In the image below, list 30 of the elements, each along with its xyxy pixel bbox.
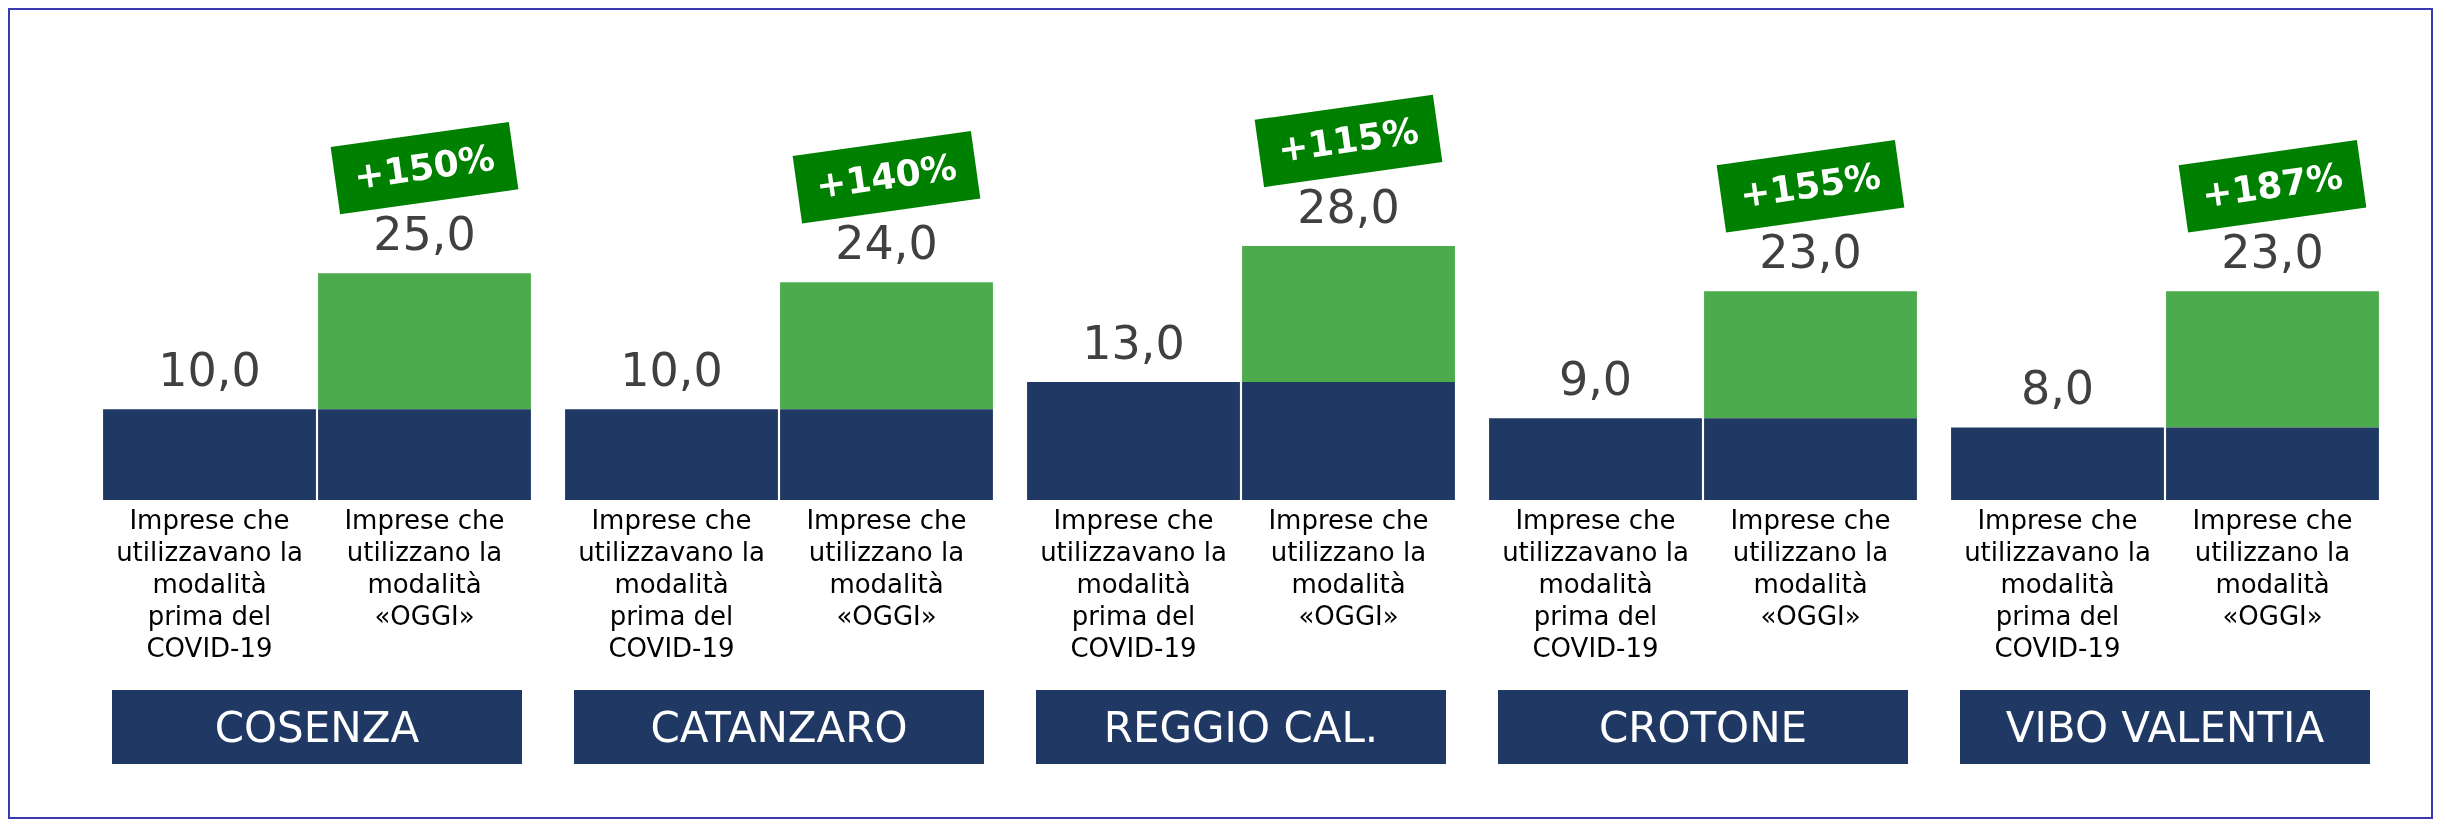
x-tick-label: Imprese che utilizzano la modalità «OGGI» — [1267, 504, 1430, 633]
data-label: 13,0 — [1082, 316, 1185, 370]
text: VIBO VALENTIA — [1960, 690, 2370, 764]
text: REGGIO CAL. — [1036, 690, 1446, 764]
text: +150% — [351, 136, 498, 198]
x-tick-label: Imprese che utilizzano la modalità «OGGI» — [805, 504, 968, 633]
total-label: 24,0 — [835, 216, 938, 271]
data-label: 9,0 — [1558, 352, 1633, 407]
text: +140% — [813, 145, 960, 207]
x-tick-label: Imprese che utilizzavano la modalità prima del COVID-19 — [1963, 504, 2152, 664]
total-label: 25,0 — [373, 207, 476, 262]
text: +187% — [2199, 155, 2346, 216]
x-tick-label: Imprese che utilizzavano la modalità prima del COVID-19 — [577, 504, 766, 664]
x-tick-label: Imprese che utilizzano la modalità «OGGI» — [2191, 504, 2354, 633]
text: COSENZA — [112, 690, 522, 764]
x-tick-label: Imprese che utilizzavano la modalità prima del COVID-19 — [1501, 504, 1690, 664]
total-label: 28,0 — [1297, 179, 1400, 234]
x-tick-label: Imprese che utilizzavano la modalità prima del COVID-19 — [1039, 504, 1228, 664]
data-label: 10,0 — [158, 343, 261, 398]
total-label: 23,0 — [1759, 225, 1862, 280]
x-tick-label: Imprese che utilizzavano la modalità prima del COVID-19 — [115, 504, 304, 664]
data-label: 10,0 — [620, 343, 723, 398]
text: CROTONE — [1498, 690, 1908, 764]
x-tick-label: Imprese che utilizzano la modalità «OGGI» — [1729, 504, 1892, 633]
total-label: 23,0 — [2221, 225, 2324, 280]
x-tick-label: Imprese che utilizzano la modalità «OGGI» — [343, 504, 506, 633]
text: +115% — [1275, 109, 1422, 170]
text: CATANZARO — [574, 690, 984, 764]
data-label: 8,0 — [2020, 361, 2095, 416]
text: +155% — [1737, 155, 1884, 216]
